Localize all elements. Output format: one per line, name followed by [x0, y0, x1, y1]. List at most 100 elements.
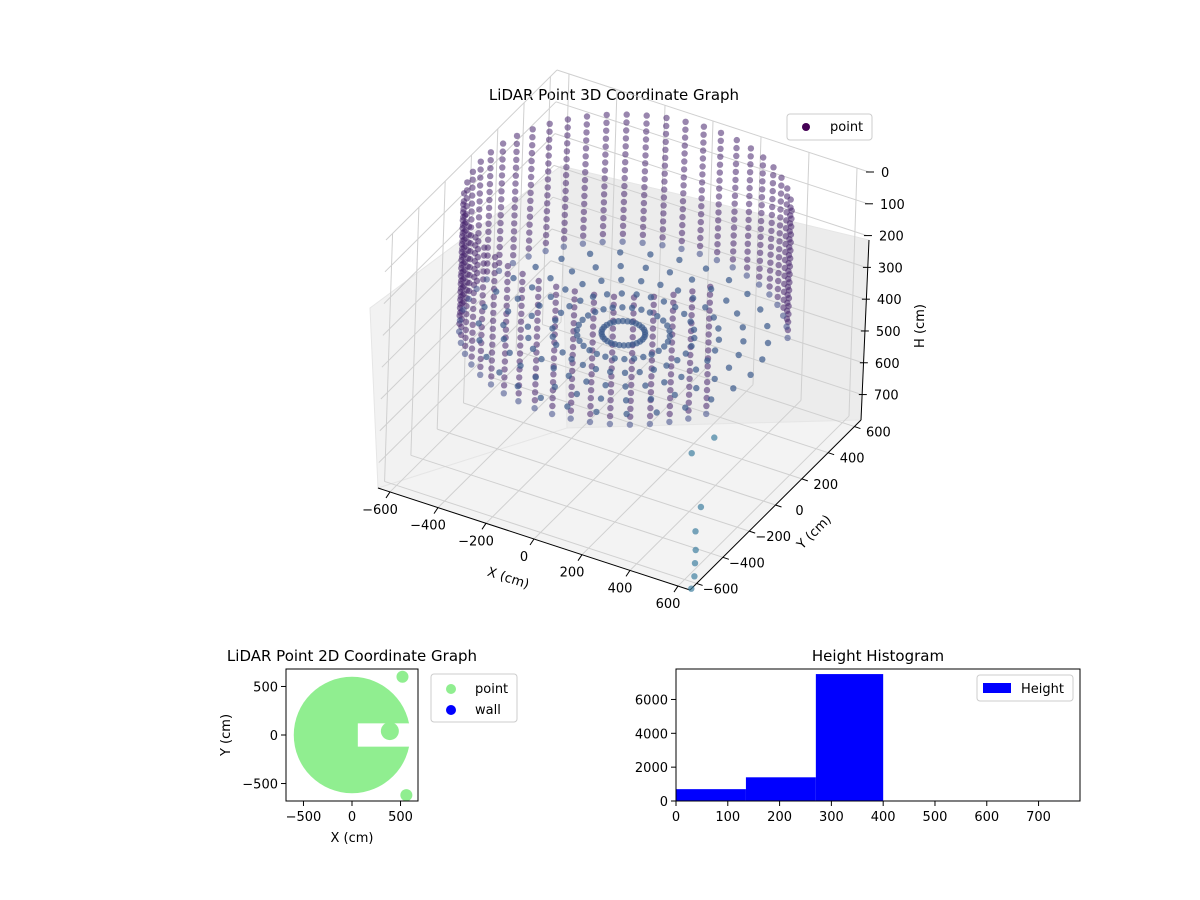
- chart-3d-point: [467, 240, 474, 247]
- chart-3d-point: [732, 168, 739, 176]
- chart-3d-point: [517, 342, 524, 349]
- chart-3d-point: [485, 204, 493, 212]
- chart-2d-point: [380, 722, 399, 741]
- chart-3d-point: [590, 315, 597, 322]
- chart-3d-point: [609, 325, 617, 332]
- chart-3d-point: [629, 334, 636, 341]
- chart-3d-legend-frame: [786, 113, 873, 141]
- chart-3d-point: [581, 192, 588, 200]
- chart-3d-point: [545, 168, 552, 175]
- chart-3d-point: [659, 226, 667, 233]
- chart-3d-point: [686, 359, 694, 367]
- chart-3d-point: [769, 203, 776, 211]
- chart-3d-point: [562, 179, 570, 187]
- chart-3d-point: [557, 309, 565, 316]
- chart-3d-point: [746, 184, 753, 192]
- chart-3d-point: [512, 164, 520, 171]
- chart-3d-point: [689, 294, 697, 302]
- chart-3d-point: [493, 288, 500, 295]
- chart-3d-point: [462, 234, 469, 242]
- chart-3d-point: [638, 306, 645, 313]
- chart-3d-point: [670, 291, 677, 298]
- chart-3d-point: [706, 299, 713, 306]
- chart-3d-point: [688, 450, 695, 457]
- chart-3d-gridline: [608, 89, 618, 338]
- chart-3d-z-ticks: 0 100 200 300 400 500 600 700: [858, 166, 905, 404]
- chart-3d-point: [660, 202, 667, 209]
- chart-3d-point: [511, 220, 518, 227]
- chart-3d-point: [544, 200, 551, 207]
- chart-3d-point: [760, 154, 767, 161]
- chart-3d-legend: point: [786, 113, 873, 141]
- chart-3d-point: [512, 172, 519, 179]
- chart-3d-point: [739, 324, 746, 331]
- chart-3d-point: [476, 190, 483, 197]
- chart-3d-point: [487, 172, 494, 180]
- chart-3d-point: [543, 216, 550, 223]
- chart-3d-point: [570, 312, 578, 319]
- chart-3d-point: [643, 120, 650, 127]
- chart-3d-point: [766, 275, 774, 282]
- chart-3d-point: [544, 184, 551, 191]
- chart-3d-point: [586, 347, 593, 354]
- chart-3d-point: [619, 222, 627, 229]
- chart-3d-point: [744, 232, 752, 239]
- chart-3d-point: [691, 573, 698, 580]
- chart-2d: LiDAR Point 2D Coordinate Graph −500 0 500…: [219, 647, 518, 846]
- chart-3d-point: [532, 381, 539, 388]
- chart-3d-point: [620, 206, 627, 214]
- chart-3d-point: [688, 304, 696, 311]
- chart-3d-point: [745, 224, 752, 232]
- chart-3d-point: [623, 127, 630, 134]
- chart-3d-point: [499, 148, 506, 155]
- chart-3d-point: [553, 283, 560, 290]
- chart-3d-point: [499, 164, 506, 171]
- chart-3d-point: [511, 204, 518, 211]
- chart-3d-point: [699, 155, 707, 162]
- chart-3d-point: [566, 303, 573, 310]
- chart-3d-point: [597, 395, 605, 402]
- chart-3d-point: [622, 397, 630, 404]
- chart-3d-point: [526, 205, 534, 212]
- chart-3d-point: [602, 143, 609, 150]
- chart-3d-y-tick-label: −200: [755, 530, 791, 545]
- chart-3d-point: [582, 145, 590, 152]
- chart-3d-point: [622, 135, 630, 142]
- chart-3d-point: [563, 164, 570, 171]
- chart-3d-point: [756, 257, 764, 264]
- chart-3d-point: [466, 264, 473, 271]
- chart-3d-point: [599, 238, 606, 246]
- chart-3d-point: [759, 186, 766, 193]
- chart-3d-y-tick-mark: [801, 478, 808, 482]
- chart-3d-point: [600, 191, 608, 198]
- chart-3d-point: [636, 368, 643, 376]
- chart-2d-y-ticks: −500 0 500: [242, 680, 286, 793]
- chart-3d-point: [708, 396, 715, 403]
- chart-3d-point: [564, 403, 571, 410]
- chart-3d-point: [543, 208, 551, 215]
- chart-3d-point: [639, 223, 647, 231]
- chart-3d-point: [705, 347, 712, 354]
- chart-3d-point: [528, 312, 535, 319]
- chart-3d-point: [468, 200, 476, 207]
- chart-3d-point: [483, 353, 490, 361]
- chart-3d-point: [682, 350, 689, 357]
- chart-3d-point: [697, 226, 704, 234]
- chart-3d-point: [487, 165, 494, 172]
- chart-3d-point: [483, 276, 490, 283]
- chart-3d-point: [775, 269, 782, 277]
- chart-3d-point: [506, 349, 513, 356]
- chart-3d-z-tick-label: 400: [877, 293, 902, 308]
- chart-3d-point: [681, 142, 688, 149]
- chart-3d-point: [468, 216, 475, 223]
- chart-3d-point: [626, 421, 634, 428]
- chart-3d-x-tick-mark: [529, 538, 535, 546]
- chart-3d-point: [647, 381, 655, 388]
- chart-3d-point: [479, 284, 487, 291]
- chart-3d-point: [731, 192, 739, 199]
- chart-3d-point: [633, 291, 640, 298]
- chart-3d-gridline: [463, 402, 776, 506]
- chart-3d-point: [473, 285, 480, 293]
- chart-3d-point: [495, 267, 503, 274]
- chart-3d-point: [685, 399, 692, 406]
